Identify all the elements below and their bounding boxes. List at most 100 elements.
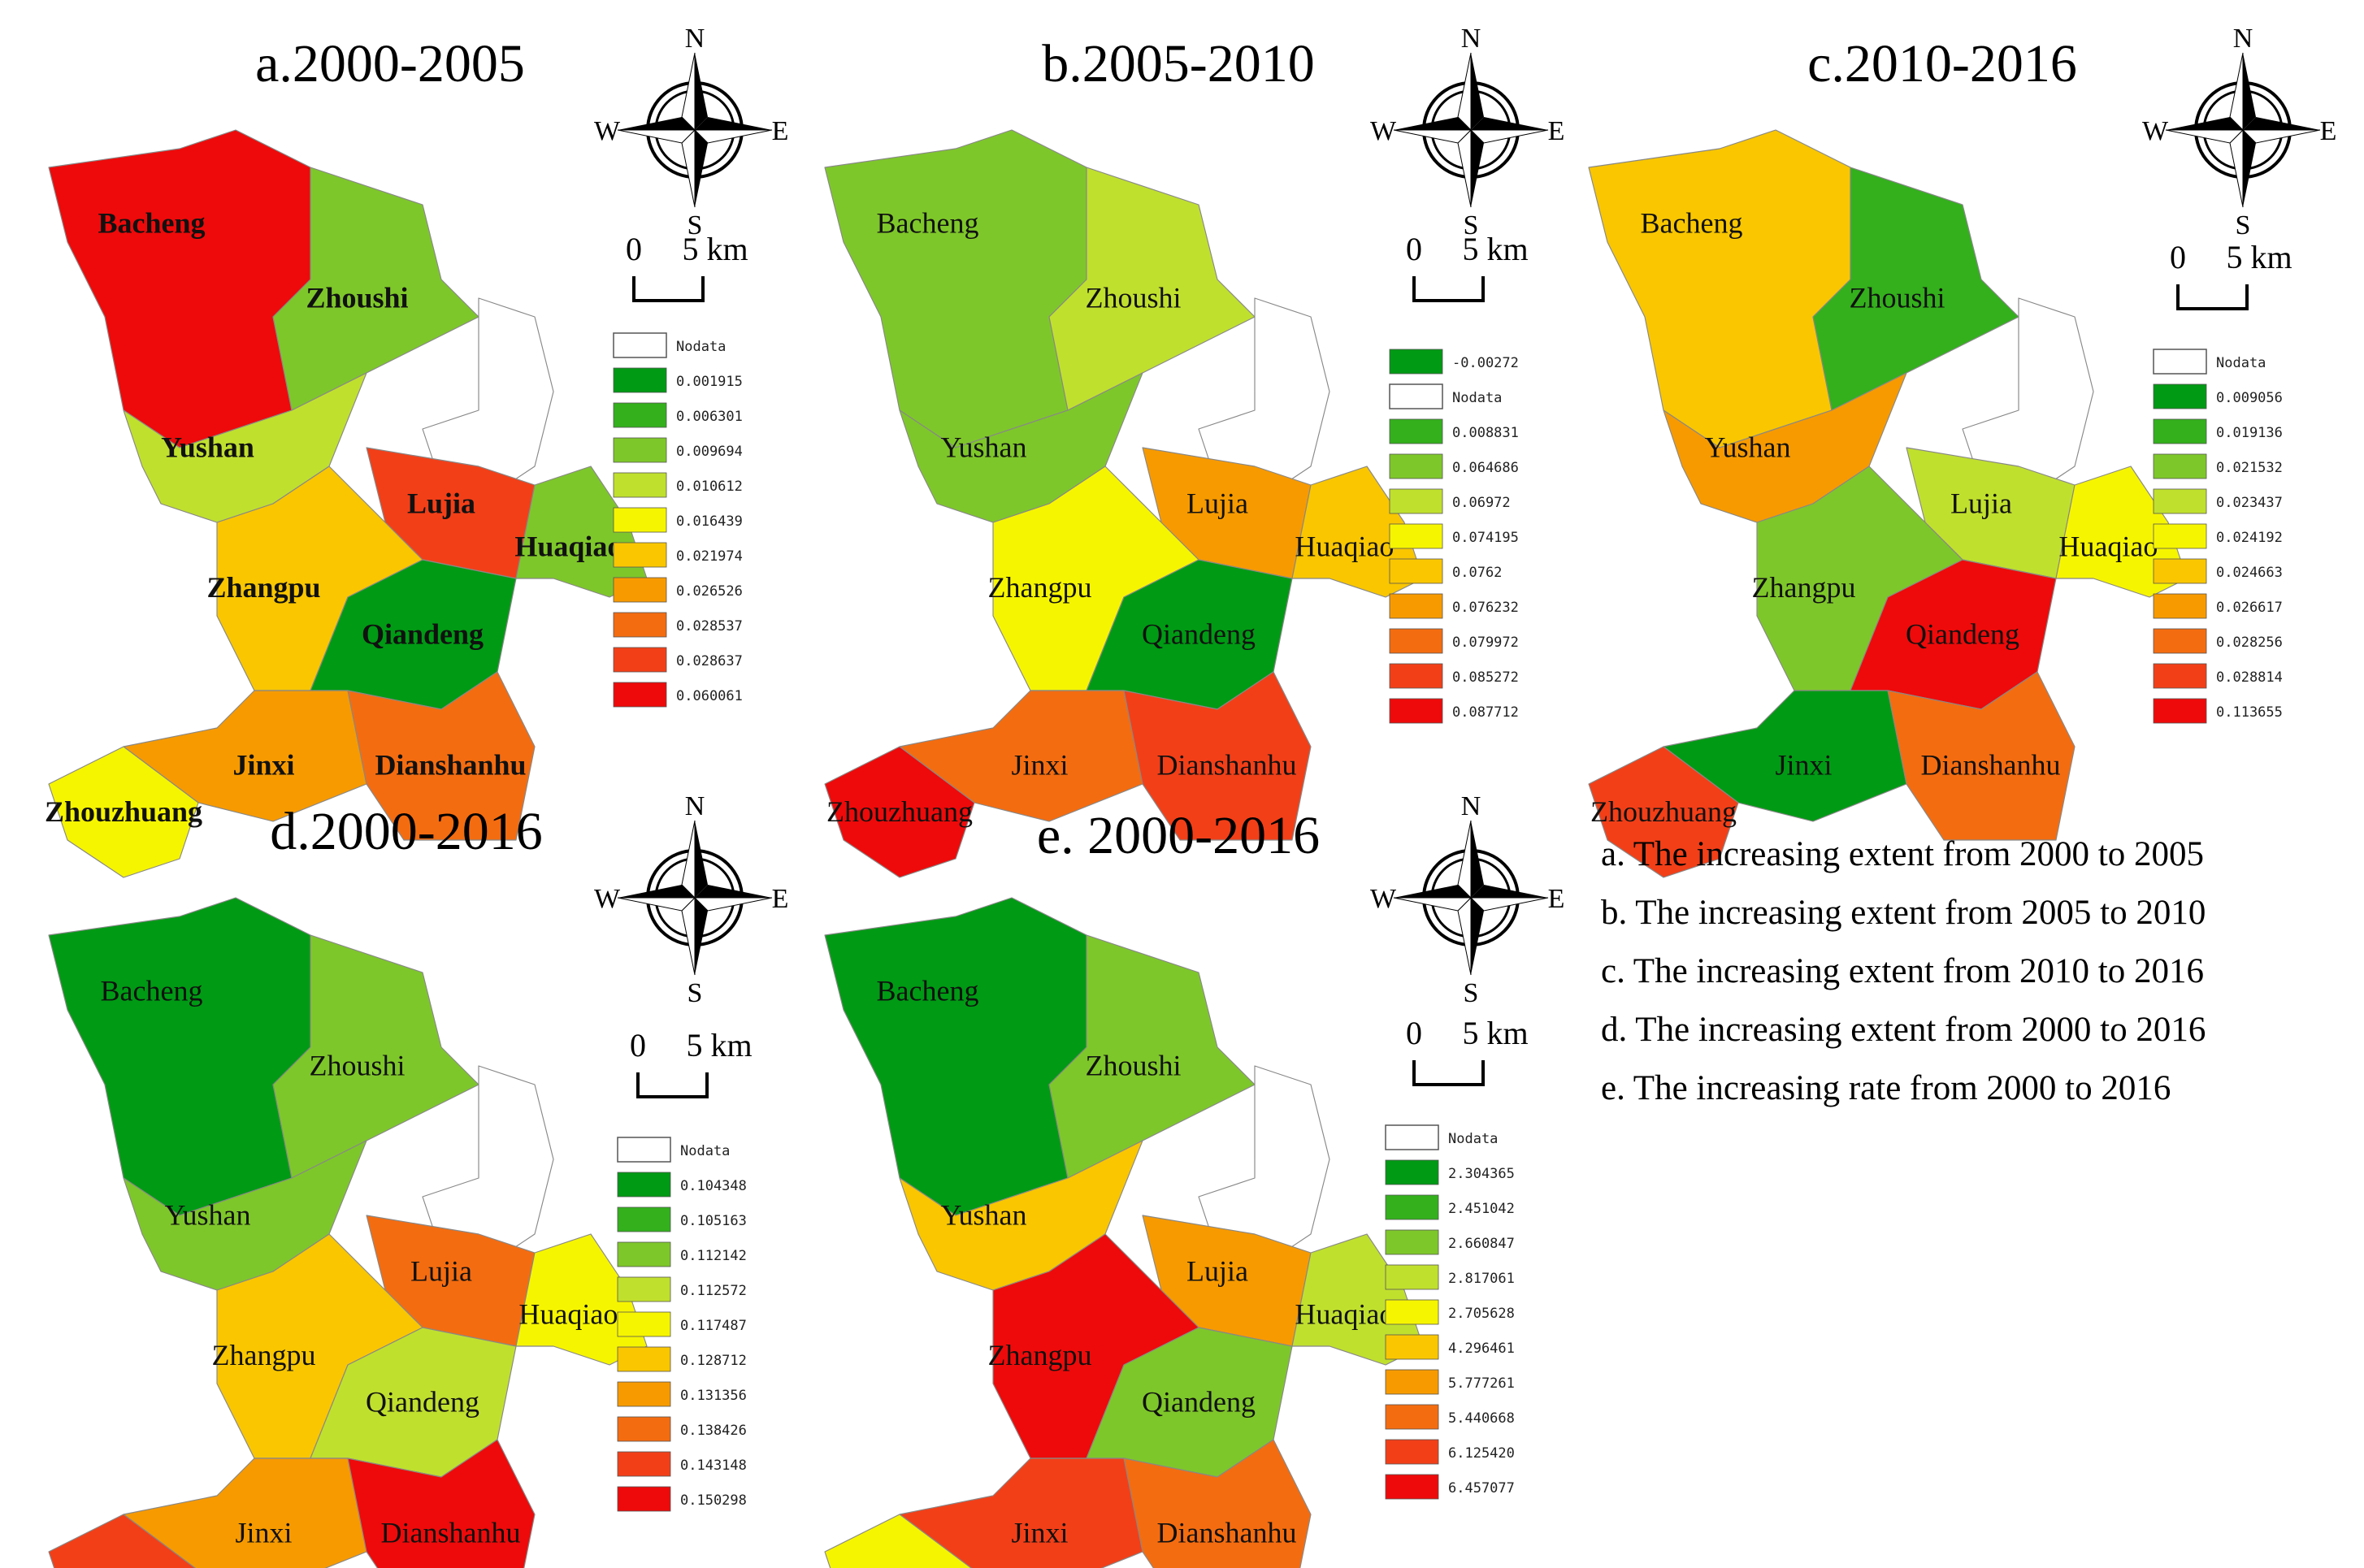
legend-label: 0.131356 [680, 1388, 747, 1404]
legend-label: 0.009694 [676, 444, 743, 460]
legend-swatch [617, 1486, 671, 1512]
compass-e-label: E [772, 116, 789, 146]
legend-swatch-nodata [1385, 1124, 1439, 1150]
legend-swatch [2153, 558, 2207, 584]
legend-swatch [1385, 1369, 1439, 1395]
map-panel-1: a.2000-2005 Bacheng Zhoushi Yushan Lujia Huaq… [45, 24, 788, 878]
legend-label: 0.010612 [676, 479, 743, 495]
region-label-huaqiao: Huaqiao [514, 530, 622, 562]
legend-swatch [1385, 1299, 1439, 1325]
legend-swatch [613, 577, 667, 603]
panel-title: e. 2000-2016 [1037, 806, 1320, 865]
legend-swatch [2153, 453, 2207, 479]
legend-swatch-nodata [613, 332, 667, 358]
panel-title: d.2000-2016 [270, 802, 542, 861]
scale-bar-line [1412, 1060, 1485, 1086]
scale-bar: 0 5 km [1406, 231, 1529, 302]
region-label-dianshanhu: Dianshanhu [1157, 749, 1297, 782]
legend-label-nodata: Nodata [676, 339, 726, 355]
legend-label-nodata: Nodata [680, 1143, 730, 1159]
legend-label: 0.079972 [1452, 635, 1519, 651]
legend-swatch [617, 1241, 671, 1267]
legend-label: 6.457077 [1448, 1480, 1515, 1497]
scale-bar-line [632, 276, 705, 302]
legend: Nodata 0.104348 0.105163 0.112142 0.112572 0.… [617, 1137, 747, 1512]
region-label-dianshanhu: Dianshanhu [375, 749, 526, 782]
legend-swatch [613, 402, 667, 428]
legend-swatch [617, 1206, 671, 1232]
legend-swatch [617, 1416, 671, 1442]
legend-label: 0.0762 [1452, 565, 1502, 581]
region-zhouzhuang [824, 746, 975, 878]
legend-label: 0.060061 [676, 688, 743, 704]
legend-label: 0.105163 [680, 1213, 747, 1229]
compass-e-label: E [2320, 116, 2337, 146]
legend-label: 5.440668 [1448, 1410, 1515, 1427]
legend-label: 0.009056 [2216, 390, 2283, 406]
legend-swatch [617, 1172, 671, 1198]
region-label-bacheng: Bacheng [1641, 207, 1743, 240]
legend: Nodata 2.304365 2.451042 2.660847 2.817061 2.… [1385, 1124, 1515, 1500]
choropleth-map [48, 129, 648, 878]
legend-swatch [617, 1311, 671, 1337]
compass-rose-icon: N S W E [2142, 24, 2336, 240]
legend-swatch [613, 612, 667, 638]
region-label-huaqiao: Huaqiao [518, 1297, 618, 1330]
legend-swatch [1389, 593, 1443, 619]
region-label-yushan: Yushan [161, 431, 254, 464]
scale-zero-label: 0 [630, 1027, 646, 1063]
region-label-zhangpu: Zhangpu [212, 1339, 316, 1371]
scale-distance-label: 5 km [1462, 231, 1528, 267]
scale-distance-label: 5 km [1462, 1015, 1528, 1051]
legend-label: 0.019136 [2216, 425, 2283, 441]
scale-bar: 0 5 km [626, 231, 748, 302]
panel-title: b.2005-2010 [1042, 34, 1314, 93]
region-zhouzhuang [1588, 746, 1739, 878]
compass-s-label: S [1464, 210, 1479, 240]
region-label-lujia: Lujia [410, 1255, 472, 1288]
legend-label: 2.304365 [1448, 1166, 1515, 1182]
legend-label-nodata: Nodata [1448, 1131, 1498, 1147]
region-bacheng [1588, 129, 1851, 448]
region-label-jinxi: Jinxi [1775, 749, 1832, 782]
legend-label: 0.143148 [680, 1458, 747, 1474]
legend-swatch [2153, 593, 2207, 619]
legend-label: 0.076232 [1452, 600, 1519, 616]
legend-swatch [2153, 488, 2207, 514]
region-label-bacheng: Bacheng [877, 975, 979, 1007]
legend-label: 0.008831 [1452, 425, 1519, 441]
compass-rose-icon: N S W E [594, 791, 788, 1008]
panel-title: a.2000-2005 [255, 34, 525, 93]
scale-bar-line [2176, 284, 2249, 310]
compass-n-label: N [2233, 24, 2253, 54]
legend-label: 0.085272 [1452, 669, 1519, 686]
legend-swatch [2153, 628, 2207, 654]
region-label-jinxi: Jinxi [235, 1517, 292, 1549]
compass-rose-icon: N S W E [594, 24, 788, 240]
region-label-lujia: Lujia [1186, 1255, 1248, 1288]
choropleth-map [824, 129, 1424, 878]
legend-label: 0.024663 [2216, 565, 2283, 581]
compass-w-label: W [1370, 116, 1397, 146]
compass-s-label: S [2236, 210, 2251, 240]
region-label-jinxi: Jinxi [232, 749, 294, 782]
compass-w-label: W [594, 116, 621, 146]
legend-label: 0.021974 [676, 548, 743, 565]
legend-label: 0.028814 [2216, 669, 2283, 686]
legend-label: 2.705628 [1448, 1306, 1515, 1322]
legend-label: 0.028637 [676, 653, 743, 669]
scale-distance-label: 5 km [686, 1027, 752, 1063]
region-bacheng [48, 129, 311, 448]
region-label-zhoushi: Zhoushi [306, 282, 408, 314]
legend-swatch [1389, 523, 1443, 549]
compass-n-label: N [685, 791, 705, 821]
region-dianshanhu [1887, 671, 2076, 841]
legend-swatch [613, 437, 667, 463]
compass-e-label: E [1548, 116, 1565, 146]
compass-s-label: S [688, 978, 703, 1008]
scale-distance-label: 5 km [2226, 239, 2292, 275]
scale-bar: 0 5 km [2170, 239, 2292, 310]
legend-swatch [1385, 1404, 1439, 1430]
map-panel-2: b.2005-2010 Bacheng Zhoushi Yushan Lujia Huaq… [824, 24, 1565, 878]
region-label-zhouzhuang: Zhouzhuang [1590, 795, 1737, 828]
